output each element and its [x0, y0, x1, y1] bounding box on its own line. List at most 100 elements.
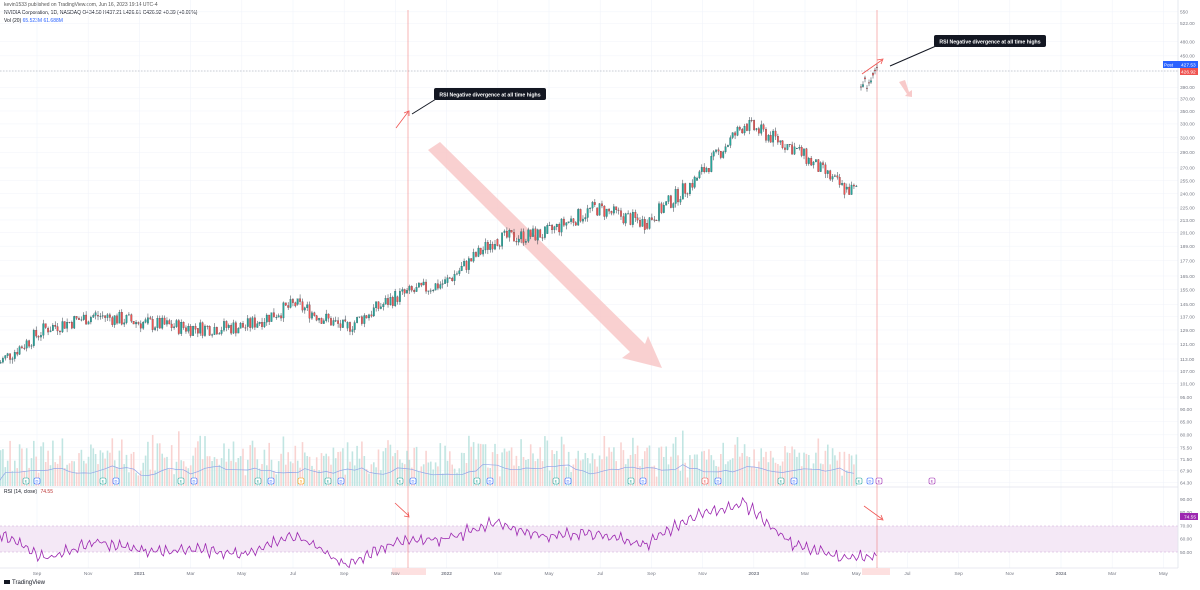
volume-bar	[575, 458, 577, 486]
volume-bar	[556, 450, 558, 486]
candlestick	[282, 302, 285, 319]
volume-label: Vol (20)	[4, 18, 22, 24]
rsi-axis-label: 50.00	[1180, 550, 1192, 556]
volume-bar	[128, 472, 130, 486]
candlestick	[496, 239, 499, 246]
candlestick	[280, 315, 282, 319]
volume-bar	[708, 449, 710, 486]
volume-bar	[99, 450, 102, 486]
candlestick	[306, 304, 309, 308]
event-marker	[324, 477, 332, 485]
volume-bar	[567, 451, 570, 486]
volume-bar	[83, 460, 85, 486]
volume-bar	[541, 461, 544, 486]
candlestick	[344, 319, 347, 322]
callout-box-2	[934, 35, 1046, 47]
volume-bar	[850, 455, 853, 486]
candlestick	[784, 147, 786, 150]
candlestick	[211, 334, 214, 336]
candlestick	[451, 278, 454, 281]
candlestick	[494, 244, 496, 250]
candlestick	[584, 217, 587, 220]
volume-bar	[135, 472, 137, 486]
candlestick	[819, 162, 822, 172]
candlestick	[47, 328, 49, 333]
volume-bar	[470, 446, 472, 486]
event-marker-letter: D	[869, 479, 872, 484]
volume-bar	[97, 464, 99, 486]
candlestick	[703, 167, 706, 173]
volume-bar	[651, 466, 653, 486]
tradingview-logo-icon	[4, 580, 10, 585]
candlestick	[567, 221, 570, 223]
candlestick	[258, 322, 261, 324]
volume-bar	[439, 443, 442, 486]
candlestick	[779, 140, 782, 143]
candlestick	[346, 322, 349, 329]
volume-bar	[52, 440, 54, 486]
event-marker	[714, 477, 722, 485]
volume-bar	[289, 461, 292, 486]
volume-bar	[325, 453, 327, 486]
time-axis-label: 2023	[748, 571, 759, 577]
volume-bar	[601, 459, 603, 486]
volume-bar	[624, 464, 627, 486]
volume-bars	[0, 430, 858, 486]
volume-bar	[529, 444, 532, 486]
candlestick	[627, 213, 629, 215]
candlestick	[715, 149, 717, 152]
price-axis-label: 290.00	[1180, 150, 1195, 156]
candlestick	[574, 222, 577, 226]
candlestick	[696, 177, 698, 181]
candlestick	[289, 299, 292, 308]
candlestick	[394, 291, 397, 306]
volume-bar	[294, 445, 297, 486]
candlestick	[353, 322, 356, 330]
volume-bar	[182, 461, 185, 486]
volume-bar	[482, 444, 484, 486]
volume-bar	[73, 461, 75, 486]
candlestick	[301, 301, 304, 311]
candlestick	[727, 145, 729, 147]
candlestick	[227, 325, 230, 328]
volume-bar	[192, 455, 194, 486]
candlestick	[142, 322, 145, 329]
time-axis-label: May	[237, 571, 247, 577]
volume-bar	[477, 443, 480, 486]
time-axis-label: Jul	[904, 571, 910, 577]
volume-bar	[413, 447, 415, 486]
time-axis: Sep Nov 2021 Mar May Jul Sep Nov 2022 Mar May Jul Se…	[33, 571, 1169, 577]
volume-bar	[54, 462, 56, 486]
price-axis-label: 350.00	[1180, 109, 1195, 115]
candlestick	[135, 322, 138, 325]
volume-bar	[201, 459, 204, 486]
volume-bar	[330, 464, 332, 486]
candlestick	[415, 287, 418, 292]
volume-bar	[258, 468, 261, 486]
candlestick	[261, 322, 263, 328]
candlestick	[192, 326, 195, 336]
volume-bar	[686, 477, 689, 486]
volume-bar	[760, 448, 762, 486]
candlestick	[303, 307, 306, 311]
candlestick	[216, 327, 218, 335]
candlestick	[9, 353, 12, 360]
event-marker	[866, 477, 874, 485]
event-marker-letter: D	[567, 479, 570, 484]
event-marker	[33, 477, 41, 485]
volume-bar	[306, 456, 308, 486]
candlestick	[242, 323, 244, 328]
candlestick	[746, 123, 748, 131]
candlestick	[876, 67, 878, 68]
candlestick	[498, 245, 501, 247]
volume-bar	[247, 459, 249, 486]
volume-bar	[342, 448, 344, 486]
time-axis-label: Mar	[801, 571, 810, 577]
candlestick	[710, 156, 713, 172]
candlestick	[553, 226, 556, 230]
candlestick	[760, 124, 763, 134]
volume-bar	[422, 464, 425, 486]
volume-bar	[853, 464, 855, 486]
candlestick	[199, 322, 202, 334]
